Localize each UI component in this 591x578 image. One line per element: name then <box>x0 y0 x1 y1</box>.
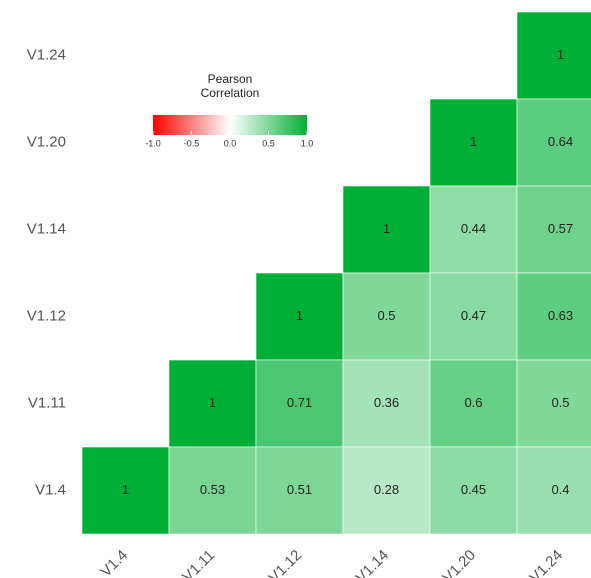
heatmap-cell <box>429 446 518 535</box>
cell-label: 0.5 <box>551 395 569 410</box>
legend-tick-label: 0.5 <box>262 138 275 148</box>
heatmap-cell <box>81 446 170 535</box>
cell-label: 0.63 <box>548 308 573 323</box>
cell-label: 0.47 <box>461 308 486 323</box>
heatmap-cell <box>516 446 591 535</box>
cell-label: 1 <box>557 47 564 62</box>
heatmap-cell <box>342 359 431 448</box>
cell-label: 1 <box>383 221 390 236</box>
cell-label: 0.51 <box>287 482 312 497</box>
legend-tick-label: 1.0 <box>301 138 314 148</box>
cell-label: 1 <box>296 308 303 323</box>
legend-title: Pearson <box>208 72 253 86</box>
cell-label: 0.64 <box>548 134 573 149</box>
x-tick-label: V1.20 <box>439 547 479 578</box>
y-tick-label: V1.12 <box>27 307 66 324</box>
cell-label: 0.4 <box>551 482 569 497</box>
heatmap-cell <box>429 359 518 448</box>
x-tick-label: V1.12 <box>265 547 305 578</box>
cell-label: 0.6 <box>464 395 482 410</box>
cell-label: 0.71 <box>287 395 312 410</box>
cell-label: 0.57 <box>548 221 573 236</box>
x-tick-label: V1.24 <box>526 547 566 578</box>
heatmap-cell <box>168 359 257 448</box>
cell-label: 0.53 <box>200 482 225 497</box>
legend-tick-label: 0.0 <box>224 138 237 148</box>
cell-label: 0.28 <box>374 482 399 497</box>
legend-bar <box>153 115 307 135</box>
heatmap-cell <box>516 185 591 274</box>
x-tick-label: V1.11 <box>179 547 218 578</box>
heatmap-cell <box>516 98 591 187</box>
heatmap-cell <box>255 359 344 448</box>
cell-label: 1 <box>209 395 216 410</box>
x-tick-label: V1.4 <box>97 547 131 578</box>
heatmap-cell <box>516 359 591 448</box>
y-tick-label: V1.11 <box>28 394 66 411</box>
heatmap-cell <box>429 185 518 274</box>
legend-tick-label: -0.5 <box>184 138 200 148</box>
heatmap-cell <box>516 11 591 100</box>
heatmap-cell <box>255 446 344 535</box>
cell-label: 1 <box>470 134 477 149</box>
y-tick-label: V1.20 <box>27 133 66 150</box>
x-tick-label: V1.14 <box>352 547 392 578</box>
heatmap-cell <box>168 446 257 535</box>
legend-title: Correlation <box>201 86 260 100</box>
cell-label: 0.5 <box>377 308 395 323</box>
y-tick-label: V1.24 <box>27 46 66 63</box>
y-tick-label: V1.4 <box>35 481 66 498</box>
legend-tick-label: -1.0 <box>145 138 161 148</box>
heatmap-cell <box>429 98 518 187</box>
heatmap-cell <box>429 272 518 361</box>
heatmap-cell <box>342 446 431 535</box>
cell-label: 0.44 <box>461 221 486 236</box>
cell-label: 0.36 <box>374 395 399 410</box>
y-tick-label: V1.14 <box>27 220 66 237</box>
cell-label: 1 <box>122 482 129 497</box>
cell-label: 0.45 <box>461 482 486 497</box>
